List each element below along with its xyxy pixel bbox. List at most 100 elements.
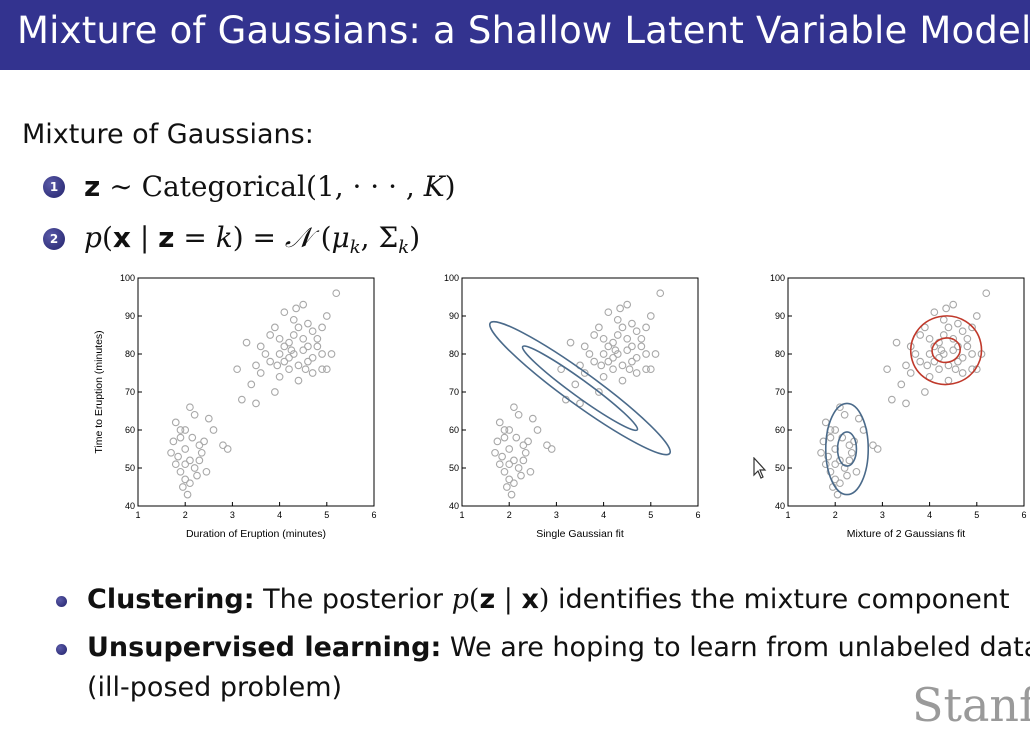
data-point: [176, 433, 185, 442]
data-point: [183, 490, 192, 499]
data-point: [651, 350, 660, 358]
data-point: [332, 289, 341, 298]
data-point: [505, 475, 514, 484]
data-point: [949, 300, 958, 309]
data-point: [628, 357, 636, 366]
data-point: [547, 445, 556, 453]
data-point: [167, 448, 175, 457]
data-point: [514, 464, 523, 472]
eq2-close1: ) =: [232, 221, 285, 254]
data-point: [625, 365, 634, 374]
eq2-open: (: [101, 221, 113, 254]
gaussian-contour: [824, 402, 870, 496]
data-point: [604, 342, 613, 351]
data-point: [836, 456, 844, 465]
data-point: [505, 426, 514, 434]
data-point: [519, 456, 528, 465]
data-point: [599, 334, 608, 343]
chart-eruption-scatter: 1 2 3 4 5 6 40 50 60 70 80 90 100 Duration of Eruptio…: [88, 270, 388, 554]
bullet-1-post: identifies the mixture component: [549, 584, 1010, 615]
y-tick-label: 70: [125, 387, 135, 397]
data-point: [498, 452, 506, 461]
data-point: [273, 361, 282, 370]
data-point: [280, 357, 289, 366]
eq2-sub-k1: k: [349, 237, 361, 258]
data-point: [831, 445, 840, 453]
data-point: [958, 327, 967, 336]
data-point: [623, 346, 632, 355]
data-point: [190, 464, 199, 472]
data-point: [197, 448, 206, 457]
x-tick-label: 2: [507, 510, 512, 520]
data-point: [318, 350, 326, 358]
data-point: [327, 350, 336, 358]
y-tick-label: 60: [775, 425, 785, 435]
equation-2: p(x | z = k) = 𝒩 (μk, Σk): [84, 221, 420, 258]
data-point: [285, 338, 293, 347]
y-tick-label: 90: [449, 311, 459, 321]
data-point: [599, 350, 608, 358]
x-tick-label: 4: [601, 510, 606, 520]
enum-badge-1: 1: [43, 176, 65, 198]
data-point: [261, 350, 270, 358]
eq2-sub-k2: k: [398, 237, 410, 258]
x-axis-label: Duration of Eruption (minutes): [186, 528, 326, 540]
bullet-1-bar: |: [495, 584, 522, 615]
data-point: [237, 395, 246, 404]
bullet-dot-1: [56, 596, 67, 607]
data-point: [571, 380, 580, 389]
bullet-unsupervised: Unsupervised learning: We are hoping to …: [87, 632, 1030, 663]
eq1-sim: ∼: [100, 170, 142, 203]
data-point: [176, 426, 185, 434]
data-point: [642, 365, 650, 374]
data-point: [590, 357, 599, 366]
y-tick-label: 40: [775, 501, 785, 511]
y-axis-label: Time to Eruption (minutes): [93, 330, 105, 453]
data-point: [632, 327, 641, 336]
data-point: [831, 426, 840, 434]
data-point: [510, 456, 518, 465]
data-point: [656, 289, 665, 298]
x-axis-label: Mixture of 2 Gaussians fit: [847, 528, 966, 540]
data-point: [902, 361, 910, 370]
data-point: [826, 467, 835, 476]
data-point: [873, 445, 882, 453]
data-point: [613, 315, 622, 324]
data-point: [595, 388, 603, 396]
data-point: [271, 323, 279, 332]
data-point: [304, 342, 312, 351]
data-point: [252, 361, 260, 370]
data-point: [176, 467, 185, 476]
data-point: [609, 365, 617, 374]
y-tick-label: 40: [449, 501, 459, 511]
eq2-z: z: [158, 221, 175, 254]
data-point: [181, 460, 190, 469]
y-tick-label: 70: [775, 387, 785, 397]
data-point: [299, 334, 308, 343]
data-point: [628, 319, 636, 328]
eq2-paren: (: [311, 221, 332, 254]
data-point: [186, 403, 194, 412]
data-point: [604, 308, 613, 317]
data-point: [925, 334, 934, 343]
data-point: [595, 323, 603, 332]
data-point: [963, 342, 972, 351]
x-tick-label: 5: [648, 510, 653, 520]
data-point: [181, 426, 190, 434]
data-point: [514, 410, 523, 419]
y-tick-label: 50: [125, 463, 135, 473]
data-point: [505, 460, 514, 469]
gaussian-contour: [931, 337, 961, 364]
data-point: [902, 399, 910, 408]
data-point: [493, 437, 502, 446]
data-point: [847, 448, 856, 457]
data-point: [954, 319, 962, 328]
data-point: [495, 460, 504, 469]
x-tick-label: 1: [459, 510, 464, 520]
data-point: [505, 445, 514, 453]
data-point: [831, 460, 840, 469]
data-point: [613, 331, 622, 339]
data-point: [285, 365, 293, 374]
data-point: [195, 441, 204, 450]
data-point: [209, 426, 218, 434]
